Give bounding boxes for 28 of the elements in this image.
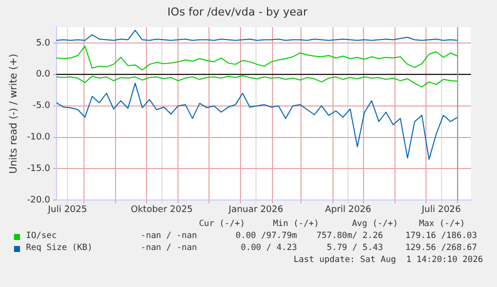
y-tick-label: -15.0 [26,164,51,174]
y-tick-label: -5.0 [32,101,51,112]
legend-label: Req Size (KB) [26,243,93,253]
text: -nan / -nan [140,243,197,253]
y-tick-label: -20.0 [26,196,51,206]
text: 5.79 / 5.43 [326,243,383,253]
y-tick-label: 0.0 [36,70,51,80]
x-tick-label: Juli 2026 [420,204,462,215]
text: 0.00 / 4.23 [240,243,297,253]
text: Avg (-/+) [352,219,398,229]
x-tick-label: Januar 2026 [228,204,284,215]
y-tick-label: -10.0 [26,132,51,143]
text: Min (-/+) [272,219,319,229]
x-tick-label: April 2026 [324,204,372,215]
legend-label: IO/sec [26,231,57,241]
y-axis-title: Units read (-) / write (+) [8,54,20,174]
text: Cur (-/+) [198,219,245,229]
text: Max (-/+) [418,219,465,229]
text: 129.56 /268.67 [405,243,477,253]
x-tick-label: Oktober 2025 [130,204,193,215]
text: 757.80m/ 2.26 [316,231,383,241]
text: 0.00 /97.79m [236,231,297,241]
x-tick-label: Juli 2025 [46,204,88,215]
text: 179.16 /186.03 [405,231,477,241]
text: Last update: Sat Aug 1 14:20:10 2026 [294,255,483,265]
text: -nan / -nan [140,231,197,241]
y-tick-label: 5.0 [36,38,51,48]
chart-title: IOs for /dev/vda - by year [167,5,308,18]
